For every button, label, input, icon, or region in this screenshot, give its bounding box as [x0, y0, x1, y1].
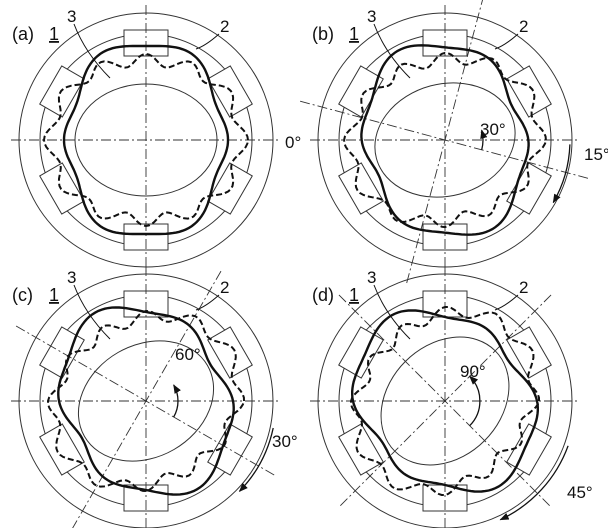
leader-line-rotor: [373, 23, 411, 79]
part-number-stator: 2: [220, 278, 229, 297]
dashed-wave-curve: [350, 306, 540, 496]
rotor-outline: [77, 340, 215, 462]
stator-tooth: [506, 162, 552, 215]
part-number-device: 1: [349, 24, 359, 44]
part-number-rotor: 3: [367, 268, 376, 287]
dashed-wave-curve: [343, 51, 547, 229]
leader-line-stator: [494, 294, 519, 311]
panel-label: (d): [312, 285, 334, 305]
stator-ring: [18, 273, 274, 528]
stator-ring: [18, 12, 274, 268]
part-number-device: 1: [349, 285, 359, 305]
leader-line-rotor: [373, 284, 411, 340]
panel-label: (a): [12, 24, 34, 44]
inner-angle-label: 60°: [175, 345, 201, 364]
minor-axis-line: [72, 270, 222, 528]
rotor-outline: [374, 82, 516, 198]
dashed-wave-curve: [46, 309, 246, 493]
outer-angle-label: 0°: [285, 133, 301, 152]
outer-angle-label: 45°: [567, 483, 593, 502]
stator-tooth: [207, 326, 253, 379]
center-axes: [11, 266, 281, 528]
center-axes: [310, 266, 580, 528]
outer-angle-label: 15°: [584, 145, 608, 164]
outer-angle-label: 30°: [272, 432, 298, 451]
inner-angle-arrow: [480, 129, 488, 150]
part-number-rotor: 3: [367, 7, 376, 26]
panel-c: (c) 1 3 2 60° 30°: [11, 266, 298, 528]
part-number-stator: 2: [519, 278, 528, 297]
minor-axis-line: [405, 0, 483, 286]
center-axes: [299, 0, 591, 286]
part-number-rotor: 3: [67, 7, 76, 26]
inner-angle-label: 90°: [460, 362, 486, 381]
stator-tooth: [207, 162, 253, 215]
rotor-ellipse: [380, 336, 510, 466]
inner-angle-arrow: [173, 384, 181, 418]
rotor-ellipse: [77, 340, 215, 462]
angle-arrows: [173, 384, 274, 492]
part-number-stator: 2: [519, 17, 528, 36]
deformation-curves: [42, 44, 250, 236]
panel-a: (a) 1 3 2 0°: [11, 5, 301, 275]
deformation-curves: [46, 306, 246, 496]
panel-label: (b): [312, 24, 334, 44]
outer-angle-arrow: [552, 144, 571, 204]
rotor-outline: [74, 83, 218, 197]
stator-tooth: [338, 326, 384, 379]
part-number-stator: 2: [220, 17, 229, 36]
solid-wave-curve: [57, 306, 235, 496]
stator-tooth: [338, 162, 384, 215]
stator-tooth: [506, 65, 552, 118]
leader-line-stator: [195, 294, 220, 311]
minor-axis-line: [338, 294, 552, 508]
angle-arrows: [480, 129, 571, 204]
stator-tooth: [338, 423, 384, 476]
outer-angle-arrow: [238, 427, 274, 492]
inner-angle-label: 30°: [480, 120, 506, 139]
rotor-ellipse: [374, 82, 516, 198]
deformation-curves: [350, 306, 540, 496]
stator-tooth: [39, 423, 85, 476]
leader-line-stator: [494, 33, 519, 50]
rotor-ellipse: [74, 83, 218, 197]
part-number-device: 1: [49, 24, 59, 44]
part-number-rotor: 3: [67, 268, 76, 287]
deformation-curves: [343, 44, 547, 236]
stator-tooth: [506, 326, 552, 379]
inner-angle-arrow: [469, 375, 481, 427]
leader-line-rotor: [73, 284, 111, 340]
panel-b: (b) 1 3 2 30° 15°: [299, 0, 608, 286]
solid-wave-curve: [62, 44, 230, 236]
center-axes: [11, 5, 281, 275]
rotor-outline: [380, 336, 510, 466]
leader-line-rotor: [73, 23, 111, 79]
panel-label: (c): [12, 285, 33, 305]
solid-wave-curve: [351, 309, 539, 493]
dashed-wave-curve: [42, 52, 250, 228]
part-number-device: 1: [49, 285, 59, 305]
leader-line-stator: [195, 33, 220, 50]
stator-tooth: [338, 65, 384, 118]
angle-arrows: [469, 375, 569, 521]
stator-tooth: [39, 162, 85, 215]
solid-wave-curve: [360, 44, 530, 236]
panel-d: (d) 1 3 2 90° 45°: [310, 266, 593, 528]
outer-angle-arrow: [499, 445, 569, 521]
